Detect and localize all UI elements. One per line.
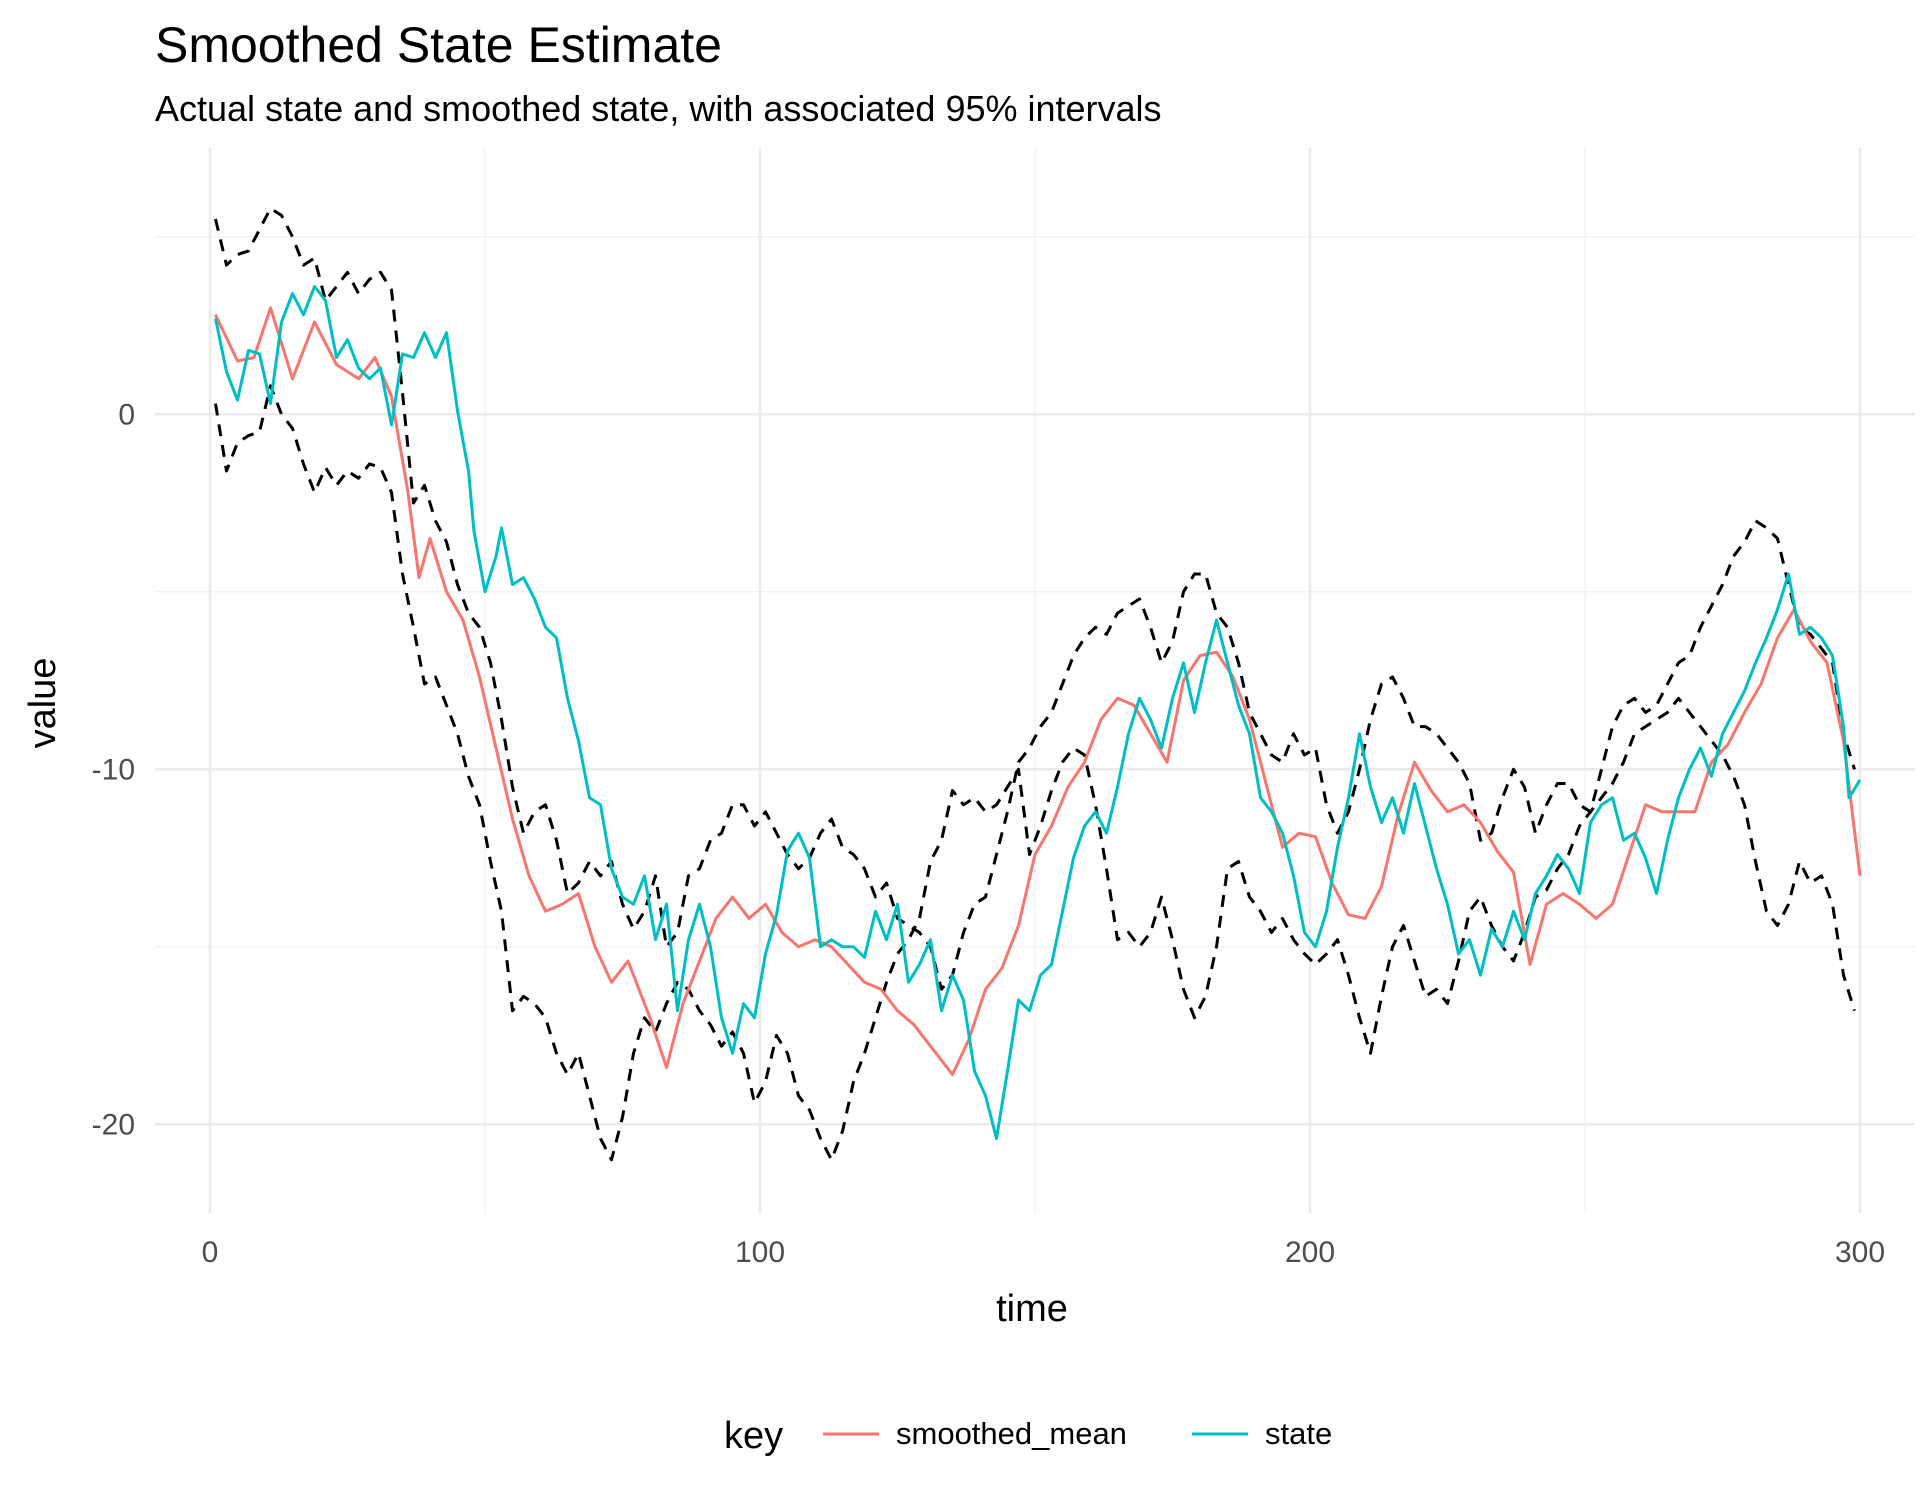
interval-lines xyxy=(214,206,1856,1162)
grid-lines xyxy=(155,148,1915,1213)
y-tick-label: -10 xyxy=(92,753,135,786)
x-tick-label: 200 xyxy=(1285,1236,1335,1269)
x-axis-title: time xyxy=(996,1288,1068,1330)
y-tick-label: -20 xyxy=(92,1108,135,1141)
series-line-state xyxy=(214,285,1862,1140)
y-tick-label: 0 xyxy=(118,398,135,431)
chart-subtitle: Actual state and smoothed state, with as… xyxy=(155,88,1162,129)
legend: key smoothed_mean state xyxy=(724,1415,1332,1457)
legend-title: key xyxy=(724,1415,783,1457)
x-tick-label: 100 xyxy=(735,1236,785,1269)
chart-title: Smoothed State Estimate xyxy=(155,17,722,73)
legend-label-state: state xyxy=(1265,1416,1332,1451)
legend-label-smoothed-mean: smoothed_mean xyxy=(896,1416,1127,1451)
series-line-upper-95 xyxy=(214,206,1856,991)
x-tick-label: 0 xyxy=(202,1236,219,1269)
series-line-lower-95 xyxy=(214,384,1856,1162)
series-lines xyxy=(214,285,1862,1140)
x-tick-label: 300 xyxy=(1835,1236,1885,1269)
y-axis-title: value xyxy=(22,658,64,749)
series-line-smoothed-mean xyxy=(214,306,1862,1077)
tick-labels: 0 100 200 300 0 -10 -20 xyxy=(92,398,1885,1269)
